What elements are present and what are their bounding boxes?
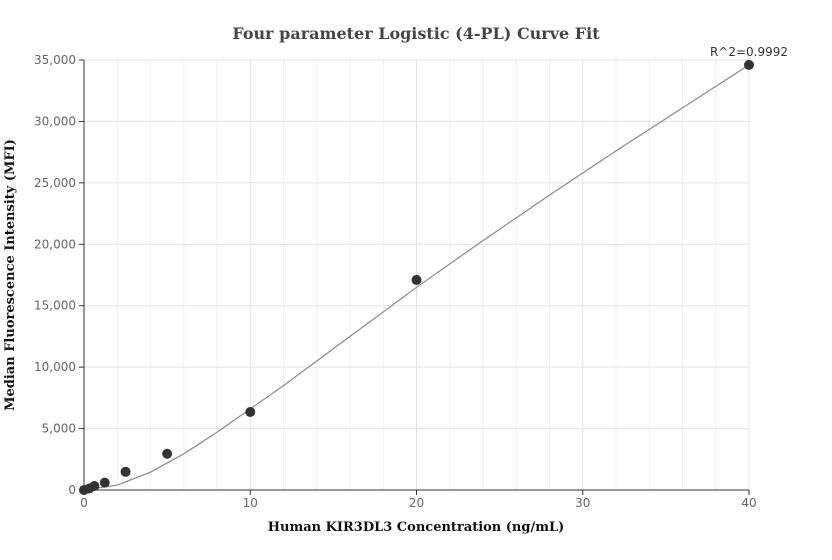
data-point — [744, 59, 754, 70]
data-point — [245, 406, 256, 417]
y-axis-title: Median Fluorescence Intensity (MFI) — [3, 139, 18, 411]
axes — [79, 59, 750, 495]
x-tick-label: 0 — [80, 496, 88, 510]
data-point — [89, 480, 100, 491]
y-tick-label: 0 — [68, 483, 76, 497]
data-point — [120, 466, 131, 477]
y-tick-label: 10,000 — [34, 360, 76, 374]
data-points — [79, 59, 754, 495]
x-tick-label: 10 — [243, 496, 258, 510]
data-point — [99, 477, 110, 488]
chart-title: Four parameter Logistic (4-PL) Curve Fit — [232, 24, 600, 43]
y-tick-label: 30,000 — [34, 114, 76, 128]
fit-curve — [83, 64, 750, 491]
x-tick-label: 20 — [409, 496, 424, 510]
data-point — [411, 274, 422, 285]
x-tick-label: 30 — [575, 496, 590, 510]
r-squared-annotation: R^2=0.9992 — [710, 45, 788, 59]
data-point — [162, 448, 173, 459]
y-tick-label: 5,000 — [42, 422, 76, 436]
y-tick-label: 15,000 — [34, 299, 76, 313]
x-axis-title: Human KIR3DL3 Concentration (ng/mL) — [268, 520, 565, 535]
y-tick-label: 35,000 — [34, 53, 76, 67]
y-tick-label: 25,000 — [34, 176, 76, 190]
tick-labels: 0 10 20 30 40 0 5,000 10,000 15,000 20,000 25,000 3… — [34, 53, 757, 510]
fit-curve-layer — [83, 64, 750, 491]
x-tick-label: 40 — [741, 496, 756, 510]
y-tick-label: 20,000 — [34, 237, 76, 251]
